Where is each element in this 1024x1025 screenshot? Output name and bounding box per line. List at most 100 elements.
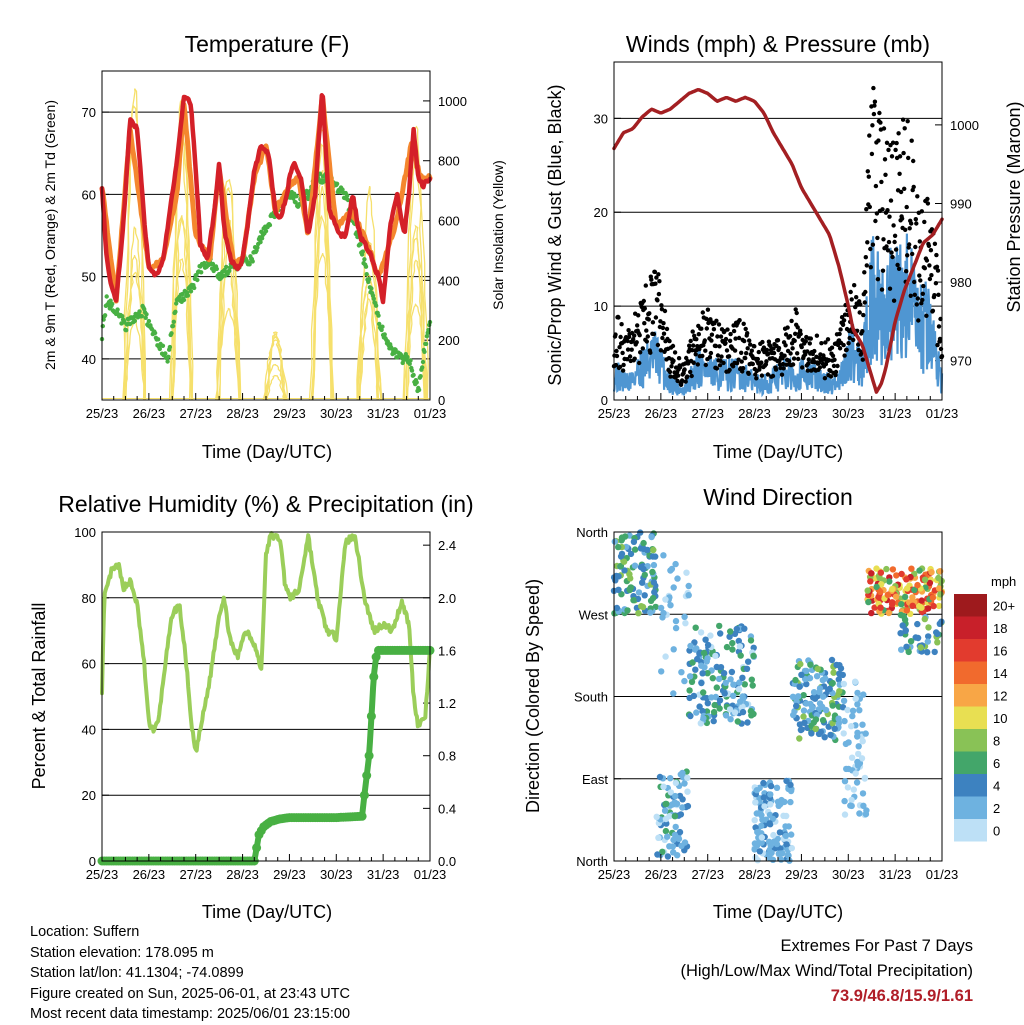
extremes-line2: (High/Low/Max Wind/Total Precipitation) bbox=[680, 962, 973, 980]
temperature-y2tick-label: 200 bbox=[438, 333, 460, 348]
dewpoint-2m-point bbox=[426, 327, 431, 333]
wind-gust-point bbox=[897, 171, 902, 176]
wind-gust-point bbox=[764, 347, 770, 353]
wind-direction-point bbox=[660, 552, 667, 559]
dewpoint-2m-point bbox=[214, 266, 219, 272]
wind-direction-point bbox=[893, 572, 900, 579]
wind-direction-point bbox=[883, 565, 890, 573]
wind-gust-point bbox=[903, 227, 908, 232]
wind-gust-point bbox=[733, 336, 738, 341]
wind-direction-point bbox=[898, 601, 905, 608]
wind-gust-point bbox=[781, 366, 786, 371]
wind-gust-point bbox=[896, 266, 902, 271]
wind-gust-point bbox=[654, 275, 659, 280]
wind-direction-point bbox=[683, 569, 690, 576]
wind-direction-point bbox=[934, 639, 941, 646]
dewpoint-2m-point bbox=[144, 312, 149, 317]
winds-xtick-label: 30/23 bbox=[832, 406, 865, 421]
wind-direction-point bbox=[760, 779, 767, 787]
wind-direction-point bbox=[736, 679, 743, 686]
wind-gust-point bbox=[664, 326, 670, 332]
wind-direction-point bbox=[903, 576, 910, 583]
wind-direction-point bbox=[916, 567, 923, 574]
wind-gust-point bbox=[655, 342, 661, 348]
wind-gust-point bbox=[668, 374, 673, 379]
wind-direction-point bbox=[903, 607, 911, 614]
wind-gust-point bbox=[872, 103, 877, 108]
wind-gust-point bbox=[719, 354, 724, 359]
wind-direction-point bbox=[660, 783, 667, 790]
wind-gust-point bbox=[854, 295, 859, 300]
dewpoint-2m-point bbox=[258, 239, 263, 245]
wind-gust-point bbox=[932, 293, 937, 298]
wind-direction-point bbox=[631, 546, 639, 553]
wind-direction-point bbox=[859, 790, 867, 797]
wind-direction-point bbox=[667, 567, 674, 574]
wind-gust-point bbox=[889, 250, 894, 255]
wind-gust-point bbox=[876, 138, 881, 143]
wind-gust-point bbox=[856, 342, 861, 347]
direction-ytick-label: East bbox=[582, 772, 608, 787]
humidity-y2tick-label: 1.2 bbox=[438, 696, 456, 711]
wind-direction-point bbox=[615, 543, 622, 551]
info-location: Location: Suffern bbox=[30, 924, 140, 940]
dewpoint-2m-point bbox=[385, 339, 390, 344]
extremes-box: Extremes For Past 7 Days (High/Low/Max W… bbox=[680, 934, 973, 1009]
wind-direction-point bbox=[831, 725, 838, 732]
winds-xtick-label: 01/23 bbox=[926, 406, 959, 421]
speed-legend-swatch bbox=[954, 661, 987, 684]
wind-gust-point bbox=[717, 363, 723, 368]
direction-xlabel: Time (Day/UTC) bbox=[713, 902, 843, 922]
wind-gust-point bbox=[721, 360, 726, 366]
wind-direction-point bbox=[853, 779, 861, 786]
wind-direction-point bbox=[652, 553, 659, 560]
wind-gust-point bbox=[908, 293, 913, 298]
wind-gust-point bbox=[793, 331, 798, 336]
wind-gust-point bbox=[682, 367, 687, 372]
wind-gust-point bbox=[796, 356, 801, 362]
wind-gust-point bbox=[848, 289, 853, 295]
wind-direction-point bbox=[686, 687, 693, 694]
humidity-frame bbox=[101, 531, 431, 862]
wind-direction-point bbox=[700, 715, 707, 722]
dewpoint-2m-point bbox=[174, 301, 179, 306]
wind-direction-point bbox=[756, 848, 763, 855]
wind-direction-point bbox=[739, 708, 747, 716]
solar-insolation-trace bbox=[170, 215, 193, 401]
dewpoint-2m-point bbox=[423, 341, 429, 347]
wind-gust-point bbox=[869, 151, 875, 157]
direction-xtick-label: 31/23 bbox=[879, 867, 912, 882]
wind-direction-point bbox=[767, 801, 774, 808]
wind-gust-point bbox=[675, 373, 681, 378]
wind-gust-point bbox=[709, 338, 714, 343]
wind-gust-point bbox=[916, 318, 921, 323]
wind-gust-point bbox=[750, 361, 755, 367]
wind-direction-point bbox=[816, 685, 824, 692]
wind-direction-point bbox=[717, 630, 724, 637]
wind-direction-point bbox=[702, 636, 709, 643]
wind-direction-point bbox=[727, 676, 734, 683]
temperature-frame bbox=[101, 70, 431, 401]
wind-direction-point bbox=[783, 777, 790, 785]
wind-direction-point bbox=[627, 550, 635, 558]
wind-direction-point bbox=[726, 633, 733, 640]
wind-gust-point bbox=[759, 373, 765, 378]
wind-gust-point bbox=[929, 273, 934, 278]
wind-gust-point bbox=[626, 328, 631, 333]
wind-gust-point bbox=[760, 339, 765, 345]
winds-xtick-label: 28/23 bbox=[738, 406, 771, 421]
wind-direction-point bbox=[818, 703, 826, 710]
wind-gust-point bbox=[846, 341, 851, 346]
wind-gust-point bbox=[657, 279, 662, 284]
wind-direction-point bbox=[864, 587, 871, 594]
wind-direction-point bbox=[687, 642, 694, 650]
direction-ytick-label: North bbox=[576, 525, 608, 540]
dewpoint-2m-point bbox=[293, 200, 298, 205]
humidity-xtick-label: 29/23 bbox=[273, 867, 306, 882]
wind-gust-point bbox=[887, 214, 892, 219]
wind-direction-point bbox=[751, 840, 759, 847]
wind-direction-point bbox=[692, 666, 699, 673]
precipitation-total-point bbox=[364, 751, 374, 761]
winds-xlabel: Time (Day/UTC) bbox=[713, 442, 843, 462]
